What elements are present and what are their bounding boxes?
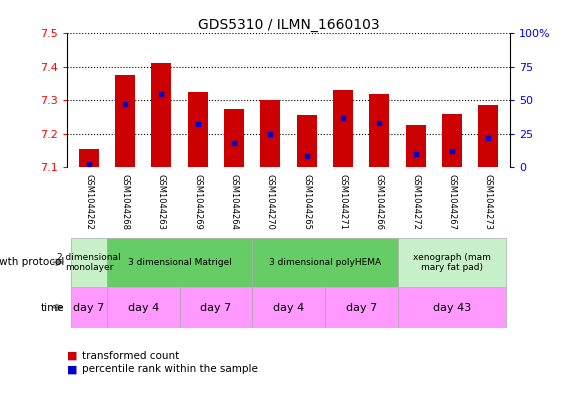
Text: GSM1044265: GSM1044265 <box>302 174 311 230</box>
Bar <box>252 287 325 328</box>
Bar <box>252 238 398 287</box>
Bar <box>370 94 389 167</box>
Bar <box>297 115 317 167</box>
Bar <box>79 149 99 167</box>
Bar <box>107 287 180 328</box>
Bar <box>333 90 353 167</box>
Text: 3 dimensional polyHEMA: 3 dimensional polyHEMA <box>269 258 381 267</box>
Text: growth protocol: growth protocol <box>0 257 64 267</box>
Text: day 4: day 4 <box>273 303 304 312</box>
Text: time: time <box>40 303 64 312</box>
Text: day 7: day 7 <box>73 303 104 312</box>
Text: percentile rank within the sample: percentile rank within the sample <box>82 364 258 375</box>
Title: GDS5310 / ILMN_1660103: GDS5310 / ILMN_1660103 <box>198 18 380 32</box>
Bar <box>442 114 462 167</box>
Bar <box>71 287 107 328</box>
Text: 2 dimensional
monolayer: 2 dimensional monolayer <box>57 253 121 272</box>
Bar <box>325 287 398 328</box>
Bar <box>71 238 107 287</box>
Text: ■: ■ <box>67 364 78 375</box>
Text: GSM1044266: GSM1044266 <box>375 174 384 230</box>
Bar <box>398 287 507 328</box>
Bar <box>261 100 280 167</box>
Text: day 43: day 43 <box>433 303 471 312</box>
Text: day 7: day 7 <box>201 303 231 312</box>
Bar <box>115 75 135 167</box>
Text: ■: ■ <box>67 351 78 361</box>
Text: xenograph (mam
mary fat pad): xenograph (mam mary fat pad) <box>413 253 491 272</box>
Text: day 4: day 4 <box>128 303 159 312</box>
Bar <box>107 238 252 287</box>
Bar <box>224 108 244 167</box>
Bar <box>188 92 208 167</box>
Text: 3 dimensional Matrigel: 3 dimensional Matrigel <box>128 258 231 267</box>
Bar <box>406 125 426 167</box>
Text: GSM1044267: GSM1044267 <box>448 174 456 230</box>
Text: GSM1044271: GSM1044271 <box>339 174 347 230</box>
Text: GSM1044269: GSM1044269 <box>194 174 202 230</box>
Text: GSM1044264: GSM1044264 <box>230 174 238 230</box>
Bar <box>152 63 171 167</box>
Bar <box>180 287 252 328</box>
Text: GSM1044268: GSM1044268 <box>121 174 129 230</box>
Text: day 7: day 7 <box>346 303 377 312</box>
Bar <box>478 105 498 167</box>
Text: GSM1044272: GSM1044272 <box>411 174 420 230</box>
Bar <box>398 238 507 287</box>
Text: transformed count: transformed count <box>82 351 179 361</box>
Text: GSM1044273: GSM1044273 <box>484 174 493 230</box>
Text: GSM1044270: GSM1044270 <box>266 174 275 230</box>
Text: GSM1044262: GSM1044262 <box>85 174 93 230</box>
Text: GSM1044263: GSM1044263 <box>157 174 166 230</box>
